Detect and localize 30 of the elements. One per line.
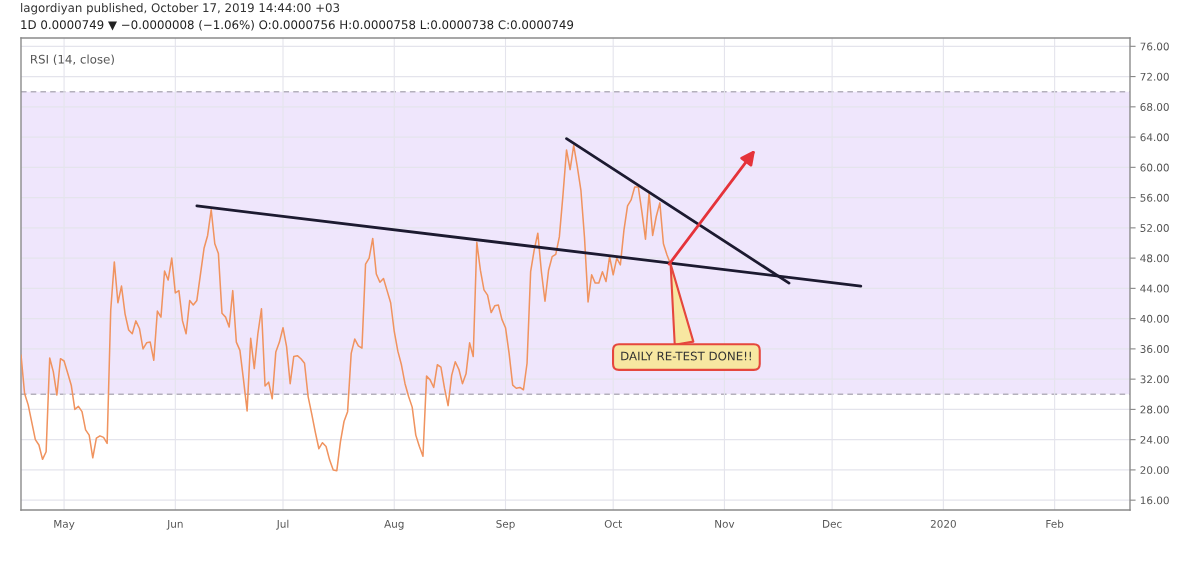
y-tick-label: 44.00	[1140, 284, 1169, 293]
y-tick-label: 36.00	[1140, 345, 1169, 353]
x-tick-label: Dec	[823, 520, 842, 528]
chart-subtitle: 1D 0.0000749 ▼ −0.0000008 (−1.06%) O:0.0000756 H:0.0000758 L:0.0000738 C:0.0000749	[21, 20, 574, 31]
y-tick-label: 76.00	[1140, 42, 1169, 51]
x-tick-label: Jul	[276, 519, 289, 530]
annotation: RSI (14, close)	[31, 54, 114, 66]
y-tick-label: 64.00	[1140, 133, 1169, 142]
y-tick-label: 72.00	[1140, 72, 1169, 81]
y-tick-label: 28.00	[1140, 405, 1169, 414]
y-tick-label: 24.00	[1140, 435, 1169, 444]
x-tick-label: Jun	[166, 520, 183, 530]
y-tick-label: 20.00	[1140, 466, 1169, 475]
y-tick-label: 32.00	[1140, 375, 1169, 384]
x-tick-label: May	[54, 520, 75, 530]
y-tick-label: 40.00	[1140, 314, 1169, 323]
x-tick-label: 2020	[930, 519, 956, 528]
x-tick-label: Sep	[496, 519, 515, 530]
x-tick-label: Nov	[715, 520, 735, 528]
y-tick-label: 16.00	[1140, 496, 1169, 505]
x-tick-label: Aug	[384, 520, 404, 530]
chart-title: lagordiyan published, October 17, 2019 14:44:00 +03	[21, 3, 340, 15]
y-tick-label: 68.00	[1140, 103, 1169, 111]
y-tick-label: 60.00	[1140, 163, 1169, 172]
y-tick-label: 52.00	[1140, 224, 1169, 232]
annotation: DAILY RE-TEST DONE!!	[621, 351, 751, 361]
x-tick-label: Feb	[1046, 519, 1064, 528]
y-tick-label: 56.00	[1140, 193, 1169, 202]
y-tick-label: 48.00	[1140, 254, 1169, 263]
x-tick-label: Oct	[604, 519, 622, 528]
